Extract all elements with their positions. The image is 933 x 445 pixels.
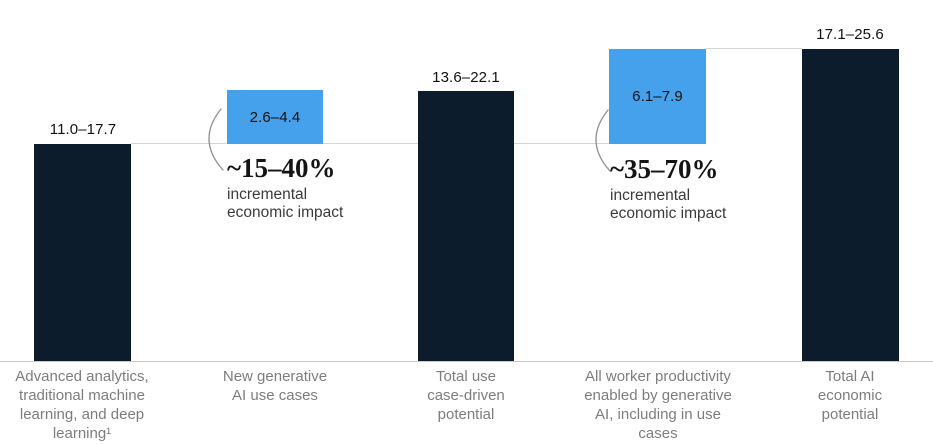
bar-advanced-analytics — [34, 144, 131, 361]
annotation-subtext-line: economic impact — [610, 205, 727, 222]
category-label-new-generative-ai: New generative AI use cases — [175, 367, 375, 405]
category-label-line: All worker productivity — [585, 368, 731, 385]
bar-value-label: 2.6–4.4 — [249, 108, 301, 126]
category-label-line: New generative — [222, 368, 328, 385]
category-label-line: potential — [821, 406, 879, 423]
bar-new-generative-ai-use-cases: 2.6–4.4 — [227, 90, 323, 144]
annotation-incremental-impact-2: ~35–70% incremental economic impact — [610, 156, 726, 223]
annotation-headline: ~35–70% — [610, 154, 719, 184]
bar-value-label: 17.1–25.6 — [816, 26, 884, 43]
annotation-subtext-line: incremental — [227, 186, 308, 203]
annotation-subtext-line: economic impact — [227, 204, 344, 221]
category-label-line: AI, including in use — [595, 406, 721, 423]
category-label-line: learning, and deep — [19, 406, 145, 423]
connector-line-17-7-level — [131, 143, 609, 144]
annotation-subtext: incremental economic impact — [227, 186, 343, 222]
bar-value-label: 6.1–7.9 — [632, 88, 683, 105]
bar-total-use-case-driven-potential — [418, 91, 514, 361]
connector-line-25-6-level — [706, 48, 802, 49]
annotation-headline: ~15–40% — [227, 153, 336, 183]
bar-value-label: 11.0–17.7 — [49, 121, 117, 138]
category-label-line: enabled by generative — [584, 387, 732, 404]
annotation-incremental-impact-1: ~15–40% incremental economic impact — [227, 155, 343, 222]
category-label-advanced-analytics: Advanced analytics, traditional machine … — [0, 367, 182, 443]
category-label-line: potential — [437, 406, 495, 423]
category-label-line: traditional machine — [19, 387, 145, 404]
axis-baseline — [0, 361, 933, 362]
bar-value-label: 13.6–22.1 — [432, 69, 500, 86]
category-label-line: cases — [638, 425, 678, 442]
bracket-arc-icon — [208, 108, 224, 171]
category-label-line: AI use cases — [232, 387, 318, 404]
category-label-total-use-case: Total use case-driven potential — [366, 367, 566, 424]
category-label-line: Total AI — [825, 368, 875, 385]
category-label-worker-productivity: All worker productivity enabled by gener… — [558, 367, 758, 443]
bar-worker-productivity-genai: 6.1–7.9 — [609, 49, 706, 144]
category-label-line: Total use — [435, 368, 497, 385]
category-label-total-ai-potential: Total AI economic potential — [750, 367, 933, 424]
bar-total-ai-economic-potential — [802, 49, 899, 361]
bracket-arc-icon — [595, 109, 611, 172]
annotation-subtext-line: incremental — [610, 187, 691, 204]
annotation-subtext: incremental economic impact — [610, 187, 726, 223]
category-label-line: case-driven — [427, 387, 505, 404]
category-label-line: learning¹ — [52, 425, 112, 442]
category-label-line: Advanced analytics, — [15, 368, 149, 385]
category-label-line: economic — [817, 387, 883, 404]
